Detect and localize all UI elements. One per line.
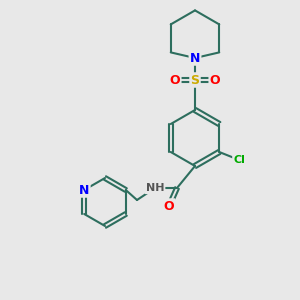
Text: NH: NH (146, 183, 164, 193)
Text: O: O (210, 74, 220, 86)
Text: N: N (79, 184, 89, 196)
Text: N: N (190, 52, 200, 64)
Text: S: S (190, 74, 200, 86)
Text: O: O (164, 200, 174, 212)
Text: Cl: Cl (233, 155, 245, 165)
Text: O: O (170, 74, 180, 86)
